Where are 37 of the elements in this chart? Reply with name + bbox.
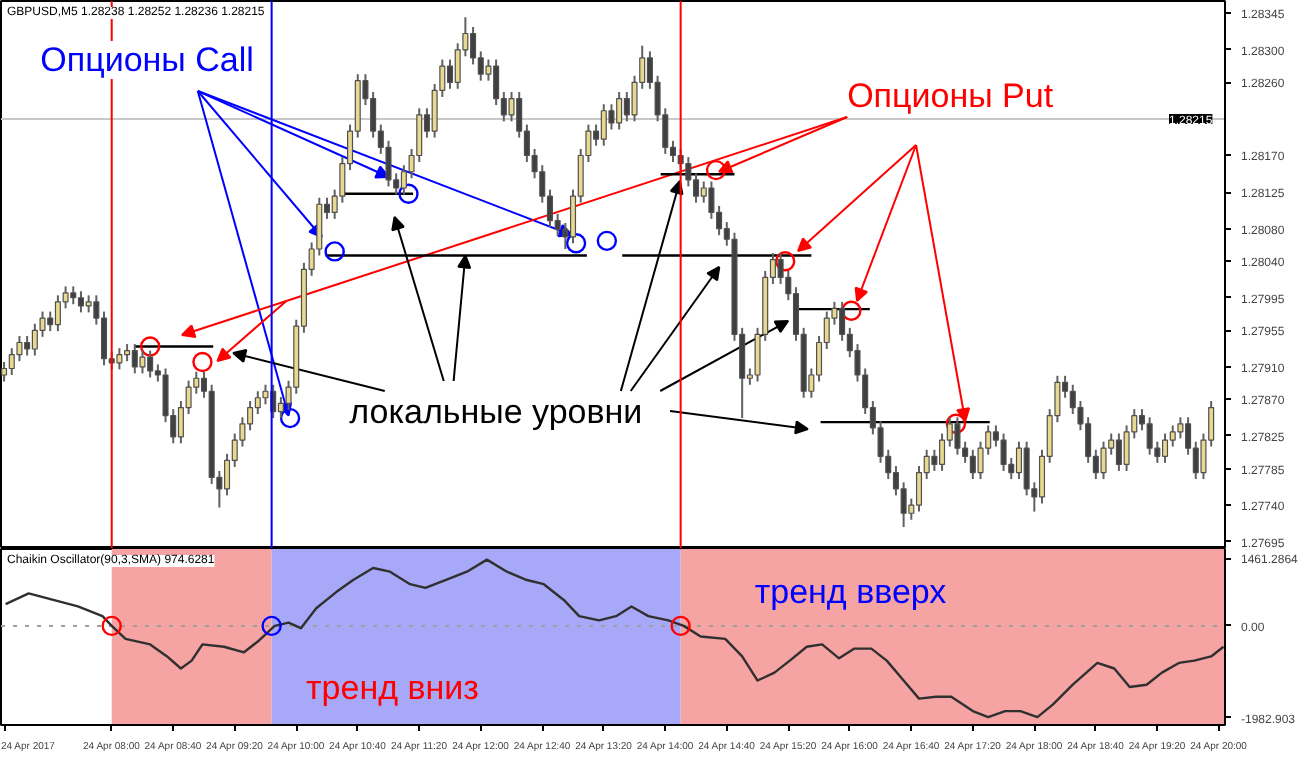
line-series <box>4 558 1225 719</box>
candlestick <box>1115 432 1122 472</box>
candlestick <box>600 103 607 147</box>
candlestick <box>277 395 284 420</box>
candlestick <box>616 91 623 131</box>
point <box>139 336 161 357</box>
point <box>841 300 862 321</box>
candlestick <box>1 361 8 383</box>
annotation: Опционы Put <box>847 77 1054 115</box>
candlestick <box>31 322 38 357</box>
point <box>596 230 618 252</box>
point <box>324 241 345 262</box>
point <box>565 233 587 254</box>
candlestick <box>1015 440 1022 481</box>
candlestick <box>969 448 976 481</box>
candlestick <box>131 343 138 375</box>
annotation: тренд вниз <box>306 669 480 707</box>
candlestick <box>954 416 961 456</box>
candlestick <box>116 347 123 371</box>
point <box>279 407 301 429</box>
candlestick <box>1146 416 1153 456</box>
annotation: локальные уровни <box>349 393 643 431</box>
candlestick <box>493 58 500 107</box>
candlestick <box>1000 432 1007 472</box>
candlestick <box>1162 432 1169 464</box>
candlestick <box>147 349 154 379</box>
annotation: тренд вверх <box>754 573 948 611</box>
candlestick <box>1100 440 1107 481</box>
candlestick <box>77 290 84 314</box>
point <box>775 251 796 272</box>
candlestick <box>254 390 261 416</box>
annotation: Опционы Call <box>40 41 254 79</box>
candlestick <box>54 294 61 333</box>
candlestick <box>24 334 31 357</box>
candlestick <box>262 383 269 406</box>
candlestick <box>139 349 146 375</box>
point <box>398 183 419 204</box>
